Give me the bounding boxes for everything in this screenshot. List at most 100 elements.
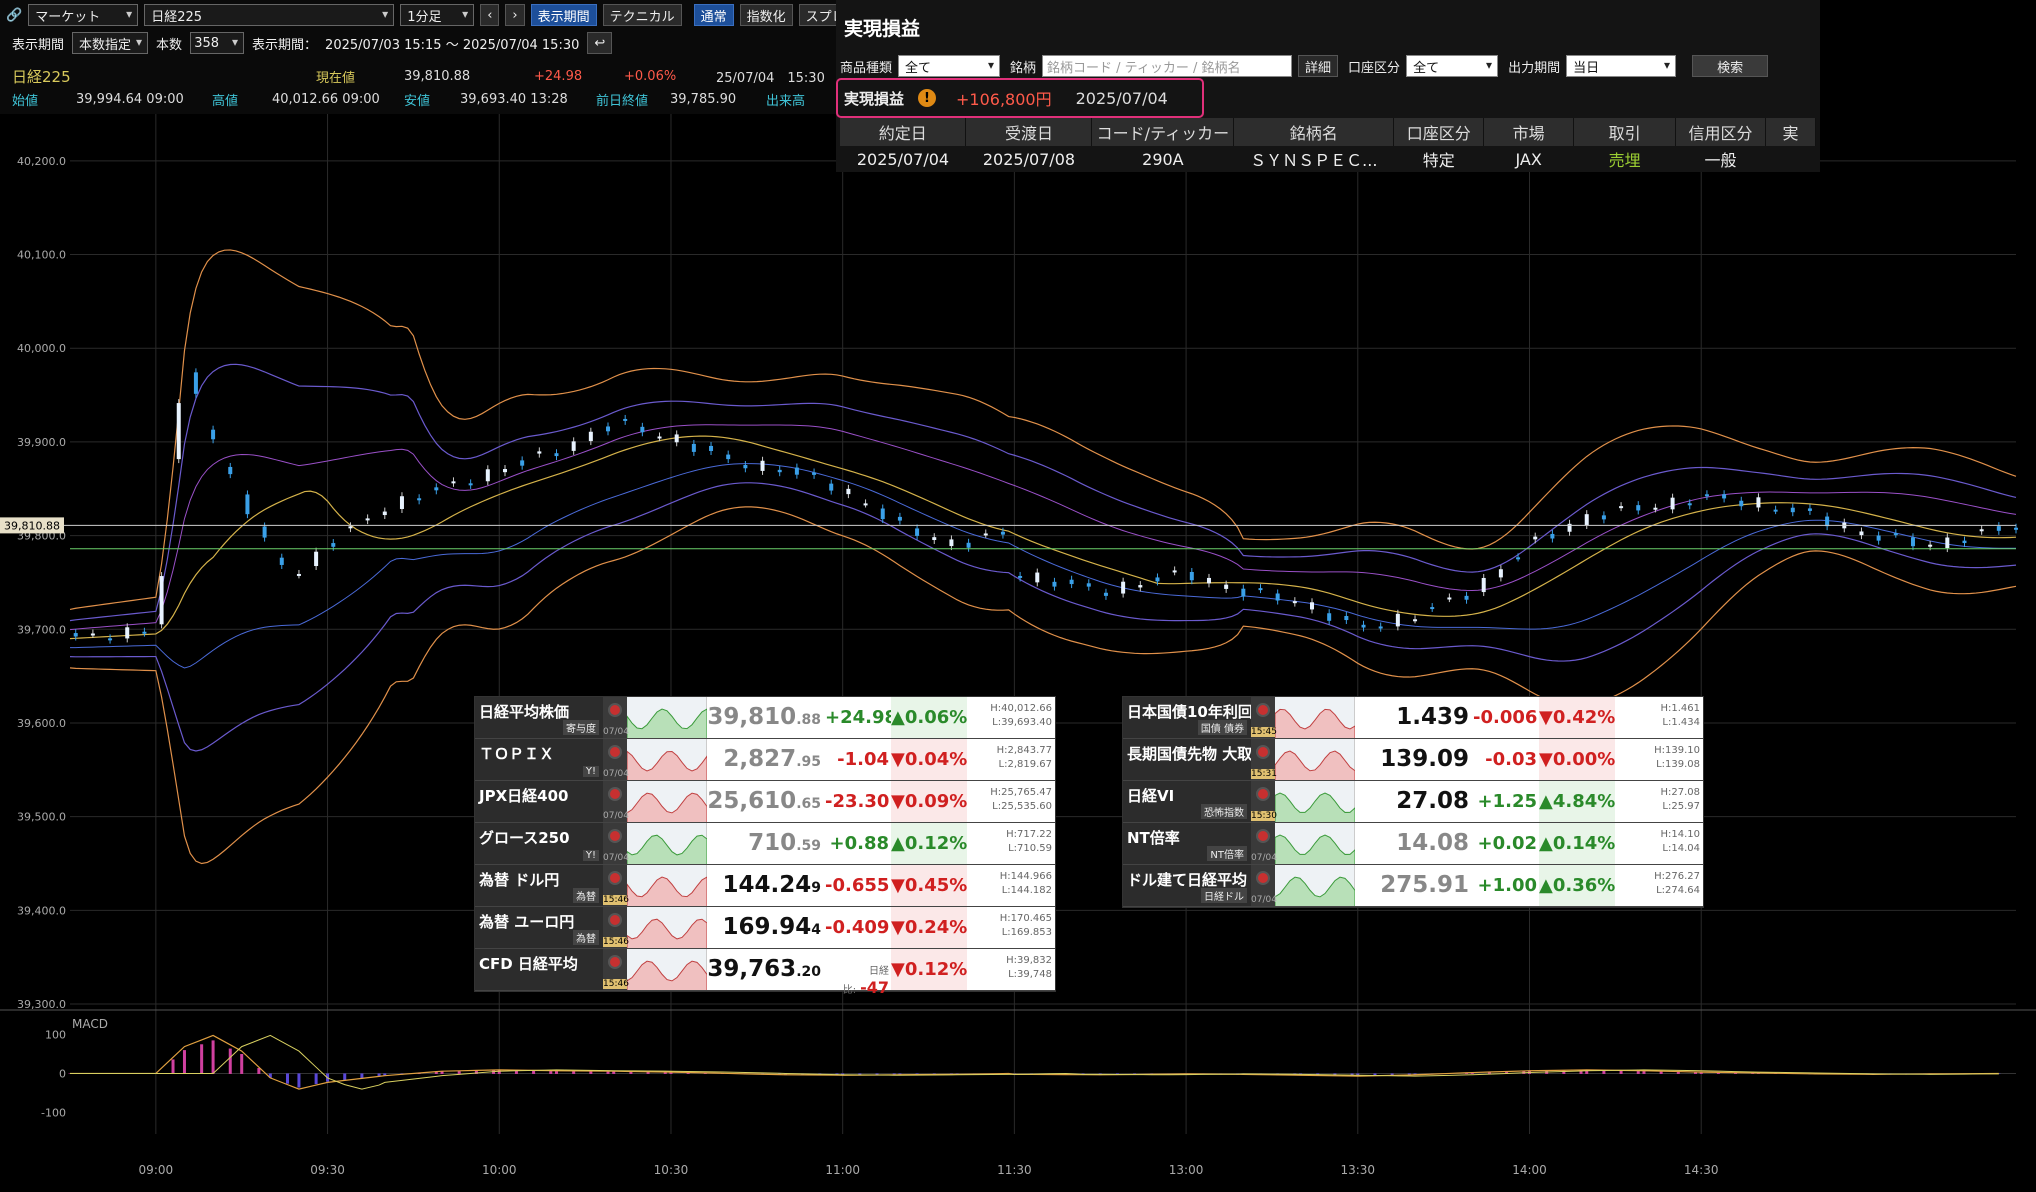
market-row[interactable]: 為替 ドル円 為替 15:46 144.249 -0.655 ▼0.45% H:144.96… [475, 865, 1055, 907]
period-button[interactable]: 表示期間 [530, 4, 597, 26]
range-label: 表示期間： [252, 37, 318, 53]
candle [1241, 588, 1246, 597]
market-row[interactable]: CFD 日経平均 15:46 39,763.20 日経比: -47 ▼0.12% H:39,… [475, 949, 1055, 997]
pnl-column-header[interactable]: 取引 [1573, 118, 1677, 146]
detail-button[interactable]: 詳細 [1298, 55, 1339, 77]
reset-icon[interactable]: ↩ [587, 32, 613, 54]
market-price: 27.08 [1396, 788, 1469, 814]
macd-bar [1716, 1072, 1720, 1074]
candle [1035, 572, 1040, 583]
prev-close-label: 前日終値 [596, 94, 649, 109]
market-tag[interactable]: Y! [582, 766, 599, 777]
index-button[interactable]: 指数化 [739, 4, 793, 26]
candle [1172, 570, 1177, 573]
market-row[interactable]: ドル建て日経平均 日経ドル 07/04 275.91 +1.00 ▲0.36% H:276.… [1123, 865, 1703, 907]
table-cell: 一般 [1704, 151, 1737, 170]
market-change: -0.409 [825, 917, 890, 938]
interval-select[interactable]: 1分足 [400, 4, 475, 26]
candle [897, 516, 902, 521]
search-button[interactable]: 検索 [1692, 55, 1769, 77]
market-row[interactable]: ＴＯＰＩＸ Y! 07/04 2,827.95 -1.04 ▼0.04% H:2,843.7… [475, 739, 1055, 781]
market-row[interactable]: 日経平均株価 寄与度 07/04 39,810.88 +24.98 ▲0.06% H:40,… [475, 697, 1055, 739]
account-select[interactable]: 全て [1406, 55, 1499, 77]
market-change-pct: ▼0.00% [1539, 739, 1615, 780]
market-tag[interactable]: Y! [582, 850, 599, 861]
candle [1928, 544, 1933, 547]
table-row[interactable]: 2025/07/04 2025/07/08 290A ＳＹＮＳＰＥＣ... 特定 JAX 売… [840, 146, 1816, 172]
change-value: +24.98 [534, 69, 583, 84]
warning-icon[interactable]: ! [918, 89, 937, 107]
macd-bar [360, 1073, 364, 1079]
market-change: -0.006 [1473, 707, 1538, 728]
table-cell: 売埋 [1608, 151, 1641, 170]
prev-button[interactable]: ‹ [480, 4, 500, 26]
normal-button[interactable]: 通常 [693, 4, 734, 26]
market-tag[interactable]: 国債 債券 [1197, 720, 1247, 735]
candle [1138, 585, 1143, 588]
pnl-column-header[interactable]: 口座区分 [1393, 118, 1485, 146]
technical-button[interactable]: テクニカル [602, 4, 682, 26]
chart-toolbar: 🔗 マーケット 日経225 1分足 ‹ › 表示期間 テクニカル 通常 指数化 … [0, 0, 878, 114]
output-period-select[interactable]: 当日 [1566, 55, 1677, 77]
candle [451, 481, 456, 484]
market-row[interactable]: NT倍率 NT倍率 07/04 14.08 +0.02 ▲0.14% H:14.10 L:14… [1123, 823, 1703, 865]
market-select[interactable]: マーケット [28, 4, 139, 26]
macd-bar [1487, 1072, 1491, 1074]
sparkline [626, 865, 708, 906]
quote-datetime: 25/07/04 15:30 [716, 71, 825, 86]
pnl-column-header[interactable]: 実 [1765, 118, 1817, 146]
macd-bar [1693, 1072, 1697, 1074]
pnl-column-header[interactable]: 市場 [1483, 118, 1575, 146]
candle [1859, 531, 1864, 536]
candle [1996, 526, 2001, 531]
count-stepper[interactable]: 358 [190, 32, 245, 54]
macd-bar [1699, 1072, 1703, 1074]
market-change-pct: ▼0.42% [1539, 697, 1615, 738]
market-row[interactable]: JPX日経400 07/04 25,610.65 -23.30 ▼0.09% H:25,7… [475, 781, 1055, 823]
candle [365, 518, 370, 521]
market-time: 15:45 [1251, 727, 1277, 737]
market-change: -0.655 [825, 875, 890, 896]
next-button[interactable]: › [505, 4, 525, 26]
macd-bar [612, 1071, 616, 1074]
market-row[interactable]: グロース250 Y! 07/04 710.59 +0.88 ▲0.12% H:717.22 L… [475, 823, 1055, 865]
market-high: H:1.461 [1660, 703, 1700, 714]
market-tag[interactable]: 恐怖指数 [1201, 804, 1247, 819]
pnl-column-header[interactable]: 約定日 [840, 118, 967, 146]
symbol-select[interactable]: 日経225 [144, 4, 395, 26]
market-high: H:170.465 [999, 913, 1052, 924]
market-time: 07/04 [603, 811, 629, 821]
market-row[interactable]: 為替 ユーロ円 為替 15:46 169.944 -0.409 ▼0.24% H:170.4… [475, 907, 1055, 949]
candle [2014, 527, 2018, 530]
candle [1224, 584, 1229, 589]
market-row[interactable]: 日経VI 恐怖指数 15:30 27.08 +1.25 ▲4.84% H:27.08 L:25… [1123, 781, 1703, 823]
market-row[interactable]: 日本国債10年利回り 国債 債券 15:45 1.439 -0.006 ▼0.42% H:1… [1123, 697, 1703, 739]
candle [880, 508, 885, 520]
candle [674, 434, 679, 443]
market-tag[interactable]: 日経ドル [1201, 888, 1247, 903]
market-high-low: H:139.10 L:139.08 [1615, 739, 1703, 780]
market-low: L:169.853 [1001, 927, 1052, 938]
symbol-search-input[interactable]: 銘柄コード / ティッカー / 銘柄名 [1042, 55, 1293, 77]
table-cell: JAX [1515, 149, 1542, 169]
market-tag[interactable]: NT倍率 [1207, 846, 1247, 861]
market-tag[interactable]: 寄与度 [563, 720, 599, 735]
price-chart[interactable]: 40,200.040,100.040,000.039,900.039,800.0… [0, 114, 2036, 1192]
macd-bar [440, 1071, 444, 1074]
market-tag[interactable]: 為替 [573, 888, 599, 903]
market-name: ドル建て日経平均 日経ドル [1123, 865, 1251, 906]
flag-icon: 07/04 [603, 781, 629, 822]
flag-icon: 07/04 [603, 739, 629, 780]
pnl-column-header[interactable]: 信用区分 [1675, 118, 1766, 146]
product-select[interactable]: 全て [898, 55, 1001, 77]
pnl-column-header[interactable]: 銘柄名 [1233, 118, 1395, 146]
pnl-column-header[interactable]: 受渡日 [965, 118, 1093, 146]
macd-y-tick-label: 0 [59, 1067, 66, 1080]
macd-bar [1579, 1070, 1583, 1074]
link-icon[interactable]: 🔗 [6, 7, 23, 23]
market-row[interactable]: 長期国債先物 大取 15:31 139.09 -0.03 ▼0.00% H:139.10 L… [1123, 739, 1703, 781]
pnl-column-header[interactable]: コード/ティッカー [1091, 118, 1235, 146]
macd-bar [875, 1073, 879, 1076]
count-mode-select[interactable]: 本数指定 [72, 32, 149, 54]
market-tag[interactable]: 為替 [573, 930, 599, 945]
